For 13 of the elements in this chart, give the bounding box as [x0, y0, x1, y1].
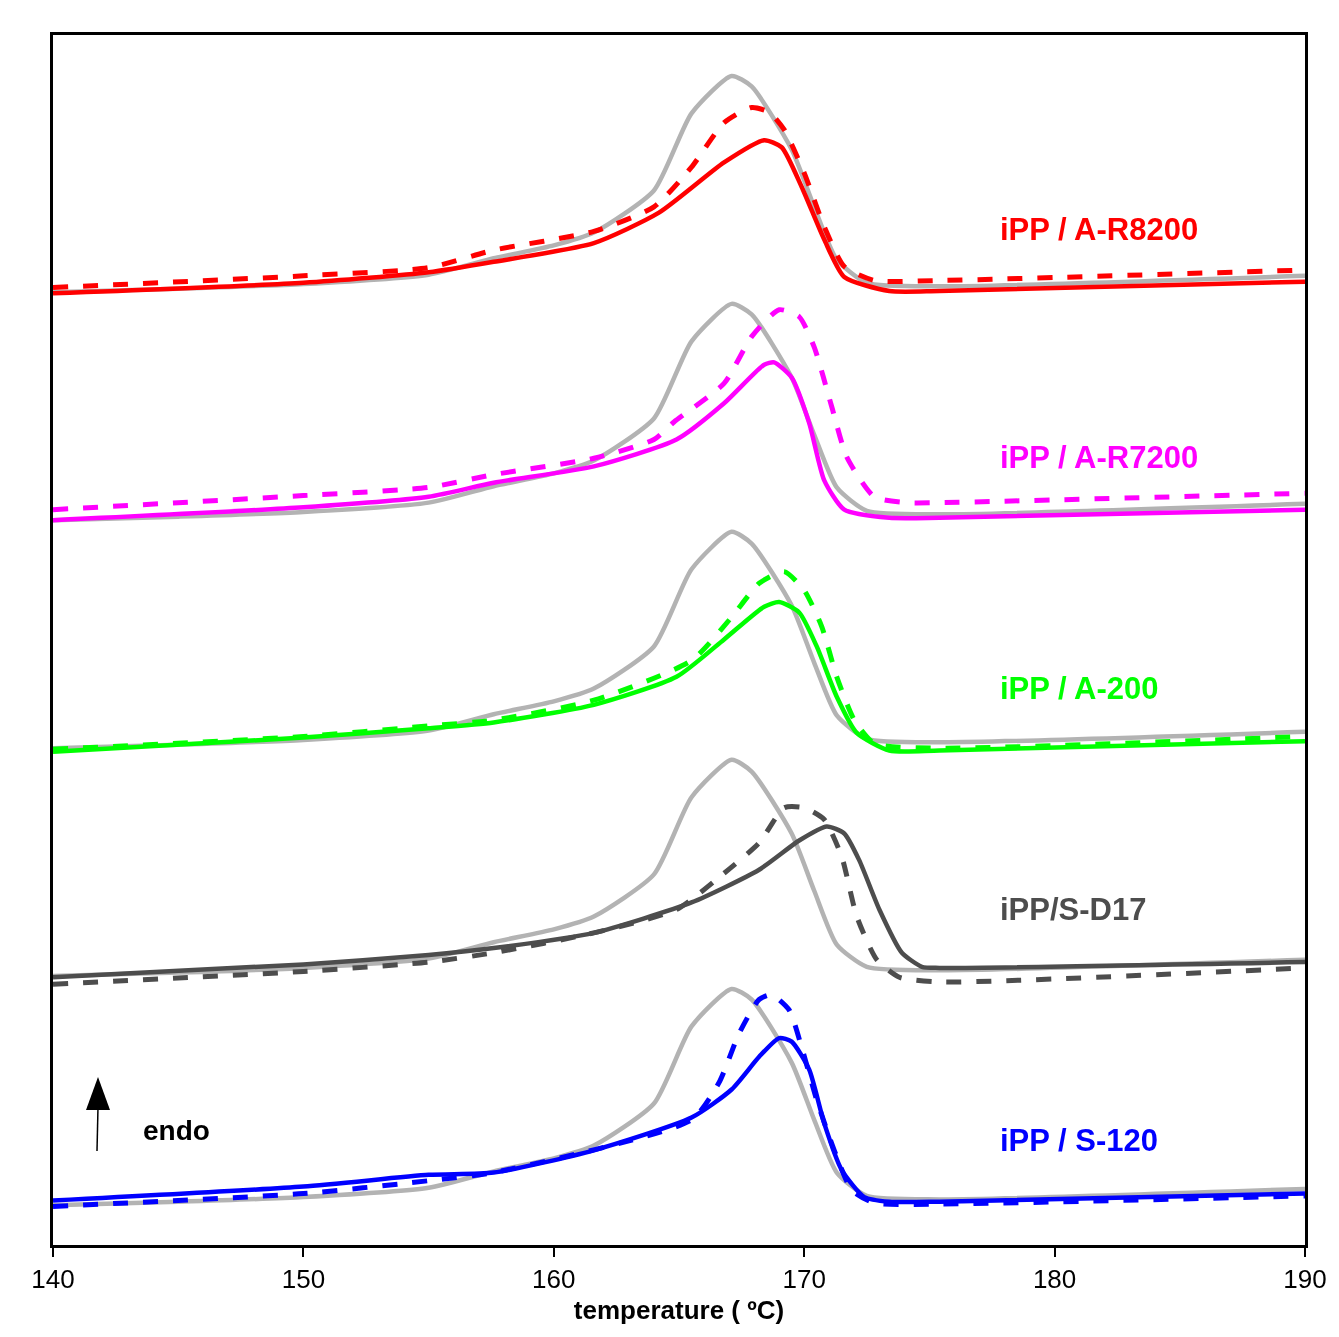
- series-label: iPP / A-R7200: [1000, 440, 1199, 475]
- series-label: iPP/S-D17: [1000, 892, 1147, 927]
- x-tick-label: 190: [1283, 1264, 1327, 1295]
- series-label: iPP / S-120: [1000, 1123, 1158, 1158]
- series-label: iPP / A-200: [1000, 671, 1159, 706]
- series-label: iPP / A-R8200: [1000, 212, 1199, 247]
- x-tick-label: 180: [1032, 1264, 1077, 1295]
- x-tick-label: 140: [31, 1264, 75, 1295]
- x-tick-label: 160: [532, 1264, 576, 1295]
- x-axis-title: temperature ( ºC): [573, 1294, 785, 1325]
- annotation: endo: [143, 1115, 210, 1146]
- x-tick-label: 150: [281, 1264, 326, 1295]
- x-tick-label: 170: [782, 1264, 826, 1295]
